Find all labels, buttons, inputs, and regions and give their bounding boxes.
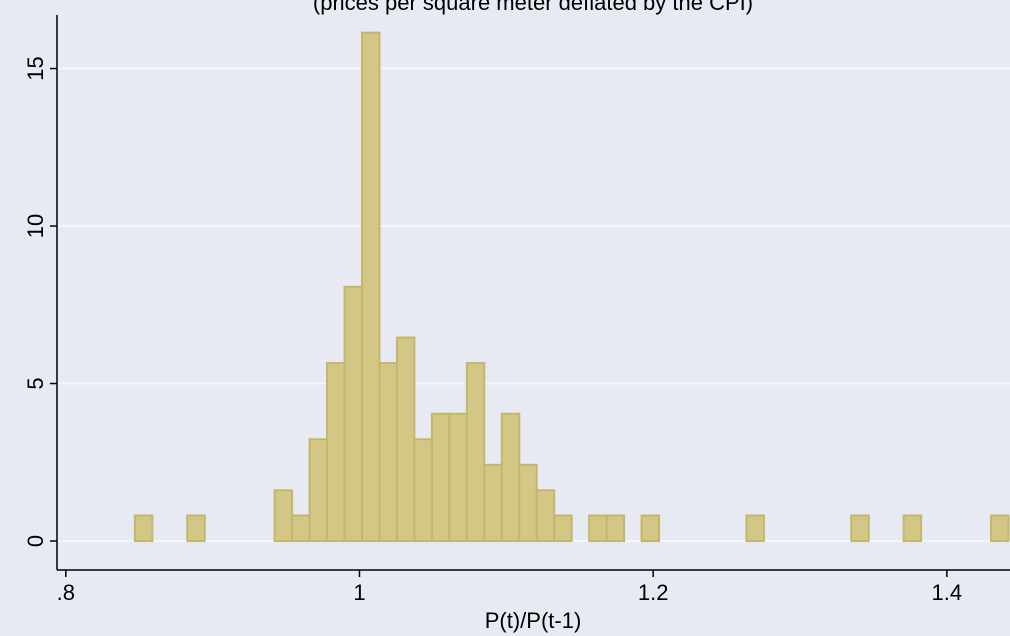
bar	[553, 514, 573, 543]
bar	[378, 362, 398, 543]
bar	[990, 514, 1010, 543]
bar	[465, 362, 486, 543]
bar	[500, 412, 521, 543]
x-tick-label: .8	[57, 580, 75, 605]
bar	[395, 336, 416, 543]
bar	[850, 514, 870, 543]
x-tick-label: 1.2	[638, 580, 669, 605]
bar	[326, 362, 346, 543]
chart-subtitle: (prices per square meter deflated by the…	[313, 0, 753, 15]
bar	[483, 463, 503, 543]
bar	[413, 438, 433, 543]
y-tick-label: 15	[23, 56, 48, 80]
bar	[291, 514, 311, 543]
bar	[273, 489, 294, 543]
bar	[186, 514, 206, 543]
bar	[343, 285, 363, 543]
bar	[902, 514, 923, 543]
bar	[745, 514, 765, 543]
y-tick-label: 10	[23, 214, 48, 238]
y-tick-label: 5	[23, 377, 48, 389]
x-tick-label: 1.4	[932, 580, 963, 605]
bar	[588, 514, 608, 543]
bar	[535, 489, 556, 543]
bar	[518, 463, 538, 543]
bar	[308, 438, 329, 543]
bar	[430, 412, 451, 543]
bar	[448, 412, 468, 543]
bar	[640, 514, 661, 543]
x-axis-title: P(t)/P(t-1)	[485, 608, 582, 633]
x-tick-label: 1	[353, 580, 365, 605]
bar	[605, 514, 626, 543]
y-tick-label: 0	[23, 535, 48, 547]
bar	[133, 514, 154, 543]
bar	[360, 31, 381, 543]
